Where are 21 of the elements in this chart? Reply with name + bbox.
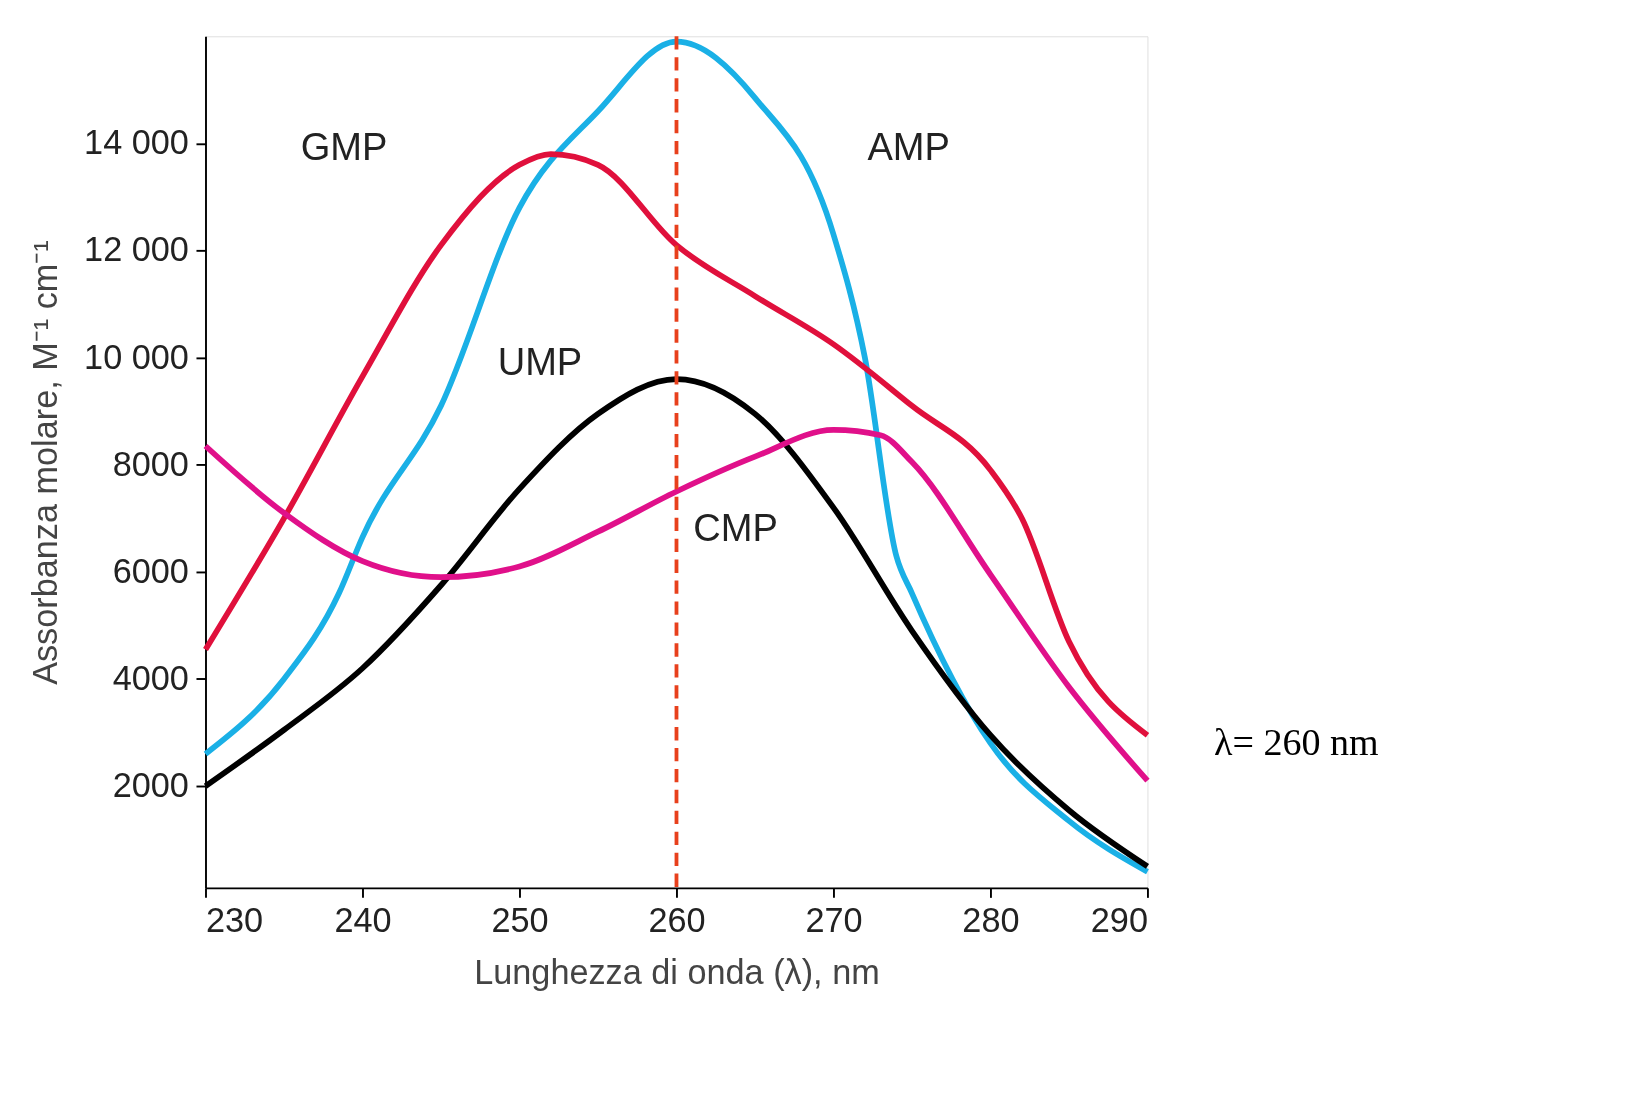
x-tick-label: 260 [648,901,706,940]
y-tick-label: 2000 [112,766,189,805]
x-tick-label: 280 [962,901,1020,940]
x-tick-label: 230 [205,901,264,940]
series-label: UMP [497,340,583,383]
x-tick-label: 270 [805,901,863,940]
y-tick-label: 14 000 [84,123,189,162]
series-label: CMP [693,507,778,550]
text: GMP [300,126,388,169]
y-axis-title: Assorbanza molare, M⁻¹ cm⁻¹ [26,240,65,685]
x-tick-label: 240 [334,901,392,940]
x-axis-title: Lunghezza di onda (λ), nm [474,953,880,992]
y-tick-label: 6000 [112,551,189,590]
x-tick-label: 290 [1090,901,1148,940]
y-tick-label: 4000 [112,658,189,697]
y-tick-label: 10 000 [84,337,189,376]
series-label: AMP [867,126,950,169]
y-tick-label: 8000 [112,444,189,483]
text: λ= 260 nm [1214,720,1379,763]
x-tick-label: 250 [491,901,549,940]
y-tick-label: 12 000 [84,230,189,269]
